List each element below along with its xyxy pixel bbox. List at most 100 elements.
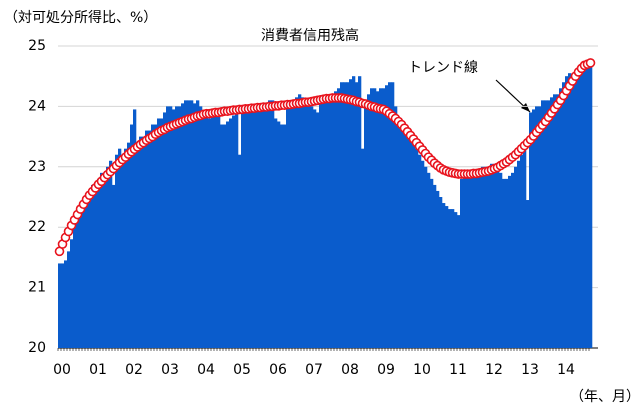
bar [508,175,512,348]
bar [475,172,479,348]
bar [283,124,287,349]
bar [451,209,455,348]
bar [553,94,557,348]
bar [169,106,173,349]
x-tick-label: 01 [89,362,107,378]
bar [538,106,542,349]
y-tick-label: 25 [28,38,46,54]
bar [277,121,281,348]
bar [187,100,191,348]
bar [415,148,419,348]
bar [268,100,272,348]
bar [94,184,98,348]
bar [352,76,356,348]
bar [118,148,122,348]
bar [175,106,179,349]
bar [478,169,482,348]
y-axis-label: （対可処分所得比、%） [4,9,157,26]
bar [157,118,161,348]
x-tick-label: 07 [305,362,323,378]
bar [280,124,284,349]
bar [205,115,209,349]
bar [523,148,527,348]
bar [262,103,266,348]
bar [214,112,218,348]
bar [295,97,299,348]
bar [307,100,311,348]
bar [199,106,203,349]
bar [400,124,404,349]
bar [571,76,575,348]
bar [109,160,113,348]
bar [325,97,329,348]
x-tick-label: 06 [269,362,287,378]
bar [529,112,533,348]
bar [481,166,485,348]
bar [532,109,536,348]
x-tick-label: 00 [53,362,71,378]
bar [250,106,254,349]
bar [154,124,158,349]
bar [361,148,365,348]
bar [511,172,515,348]
bar [505,178,509,348]
bar [340,82,344,349]
y-tick-label: 24 [28,98,46,114]
bar [328,94,332,348]
bar [142,136,146,348]
bar [367,94,371,348]
bar [238,154,242,348]
bar [514,166,518,348]
bar [349,79,353,348]
y-tick-label: 22 [28,219,46,235]
bar [397,118,401,348]
bar [460,178,464,348]
bar [322,100,326,348]
series-label: 消費者信用残高 [261,27,359,44]
bar [61,263,65,348]
arrow-head [521,103,530,112]
bar [358,76,362,348]
bar [85,197,89,348]
bar [580,73,584,349]
bar [184,100,188,348]
x-tick-label: 03 [161,362,179,378]
bar [583,70,587,348]
bar [382,88,386,348]
bar [124,148,128,348]
y-tick-label: 21 [28,280,46,296]
bar [73,227,77,348]
bar [517,160,521,348]
bar [139,136,143,348]
series-label: トレンド線 [408,60,478,76]
bar [289,100,293,348]
bar [439,197,443,348]
bar [442,203,446,348]
bar [190,100,194,348]
bar [58,263,62,348]
bar [166,106,170,349]
bar [91,184,95,348]
bar [490,163,494,348]
bar [457,215,461,348]
bar [88,190,92,348]
bar [418,154,422,348]
bar [430,178,434,348]
bar [520,154,524,348]
bar [193,103,197,348]
bar [208,118,212,348]
bar [394,106,398,349]
bar [103,178,107,348]
bar [136,142,140,348]
bar [151,124,155,349]
bar [82,203,86,348]
bar [79,209,83,348]
x-axis-label: （年、月） [570,389,640,405]
bar [292,100,296,348]
bar [226,121,230,348]
bar [379,88,383,348]
bar [403,130,407,348]
bar [304,100,308,348]
